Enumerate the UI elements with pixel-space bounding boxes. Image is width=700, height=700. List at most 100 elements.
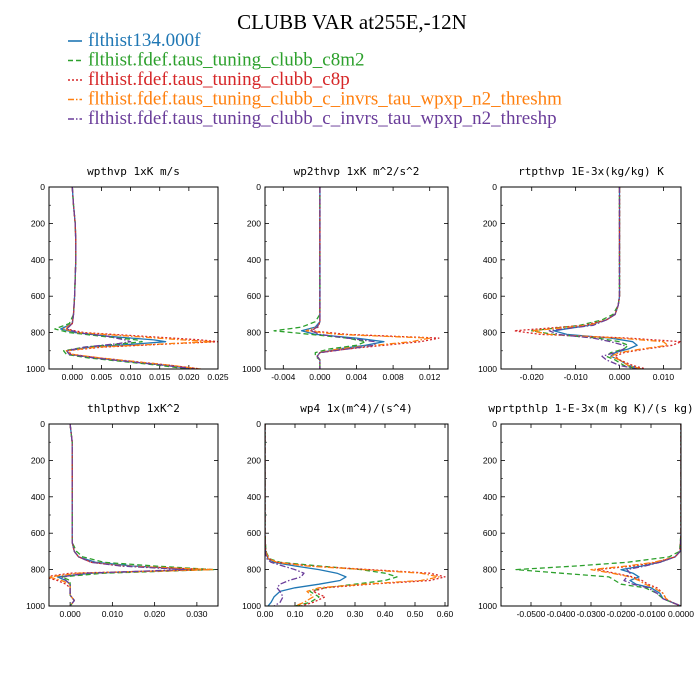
plot-frame (500, 423, 682, 607)
x-tick-label: 0.10 (287, 609, 304, 619)
panel-title: wpthvp 1xK m/s (87, 165, 180, 178)
chart-panel: wp2thvp 1xK m^2/s^2 0 200 400 600 800 1000 -0.0… (242, 165, 449, 382)
chart-panel: wprtpthlp 1-E-3x(m kg K)/(s kg) 0 200 400 60… (478, 402, 694, 619)
series-line (265, 424, 446, 606)
x-tick-label: 0.20 (317, 609, 334, 619)
legend-entry: flthist.fdef.taus_tuning_clubb_c8m2 (68, 50, 365, 71)
y-tick-label: 800 (247, 328, 261, 338)
y-tick-label: 1000 (478, 601, 497, 611)
series-group (513, 187, 681, 369)
y-tick-label: 800 (31, 328, 45, 338)
x-tick-label: -0.0500 (517, 609, 546, 619)
y-tick-label: 0 (492, 419, 497, 429)
legend-entry: flthist.fdef.taus_tuning_clubb_c8p (68, 69, 350, 90)
series-line (49, 424, 215, 606)
y-tick-label: 600 (31, 291, 45, 301)
plot-frame (500, 186, 682, 370)
legend-label: flthist.fdef.taus_tuning_clubb_c8p (88, 69, 350, 90)
series-line (61, 424, 215, 606)
y-tick-label: 200 (31, 455, 45, 465)
y-tick-label: 1000 (242, 364, 261, 374)
y-tick-label: 1000 (26, 364, 45, 374)
x-tick-label: 0.005 (91, 372, 113, 382)
series-line (265, 424, 305, 606)
series-line (513, 187, 681, 369)
y-tick-label: 400 (31, 255, 45, 265)
y-tick-label: 1000 (478, 364, 497, 374)
legend: flthist134.000fflthist.fdef.taus_tuning_… (68, 30, 562, 129)
series-line (305, 187, 431, 369)
series-line (553, 187, 642, 369)
y-tick-label: 800 (247, 565, 261, 575)
x-tick-label: 0.025 (207, 372, 229, 382)
y-tick-label: 1000 (26, 601, 45, 611)
x-tick-label: 0.010 (120, 372, 142, 382)
series-line (548, 187, 638, 369)
panel-title: thlpthvp 1xK^2 (87, 402, 180, 415)
series-line (515, 424, 681, 606)
legend-label: flthist134.000f (88, 30, 201, 51)
x-tick-label: 0.000 (62, 372, 84, 382)
x-tick-label: -0.0200 (607, 609, 636, 619)
legend-label: flthist.fdef.taus_tuning_clubb_c8m2 (88, 50, 365, 71)
legend-label: flthist.fdef.taus_tuning_clubb_c_invrs_t… (88, 89, 562, 110)
plot-frame (264, 186, 449, 370)
y-tick-label: 400 (31, 492, 45, 502)
figure-title: CLUBB VAR at255E,-12N (237, 10, 467, 34)
x-tick-label: 0.008 (382, 372, 404, 382)
x-tick-label: 0.40 (377, 609, 394, 619)
legend-entry: flthist.fdef.taus_tuning_clubb_c_invrs_t… (68, 108, 557, 129)
y-tick-label: 600 (247, 528, 261, 538)
x-tick-label: 0.010 (102, 609, 124, 619)
x-tick-label: -0.010 (564, 372, 588, 382)
panel-title: wp2thvp 1xK m^2/s^2 (294, 165, 420, 178)
y-tick-label: 0 (256, 419, 261, 429)
x-tick-label: 0.0000 (668, 609, 694, 619)
legend-label: flthist.fdef.taus_tuning_clubb_c_invrs_t… (88, 108, 557, 129)
x-tick-label: -0.0100 (637, 609, 666, 619)
y-tick-label: 400 (483, 492, 497, 502)
series-line (265, 424, 398, 606)
y-tick-label: 800 (483, 565, 497, 575)
x-tick-label: 0.30 (347, 609, 364, 619)
chart-panel: thlpthvp 1xK^2 0 200 400 600 800 1000 0.000 0.01… (26, 402, 219, 619)
y-tick-label: 600 (483, 528, 497, 538)
y-tick-label: 1000 (242, 601, 261, 611)
panel-title: rtpthvp 1E-3x(kg/kg) K (518, 165, 664, 178)
x-tick-label: 0.000 (309, 372, 331, 382)
x-tick-label: 0.004 (346, 372, 368, 382)
series-line (65, 187, 195, 369)
chart-panel: rtpthvp 1E-3x(kg/kg) K 0 200 400 600 800 1000 -… (478, 165, 682, 382)
series-line (590, 424, 681, 606)
y-tick-label: 0 (40, 182, 45, 192)
plot-frame (264, 423, 449, 607)
x-tick-label: 0.030 (186, 609, 208, 619)
series-line (61, 424, 185, 606)
series-group (49, 424, 215, 606)
x-tick-label: 0.000 (609, 372, 631, 382)
series-line (620, 424, 681, 606)
y-tick-label: 600 (483, 291, 497, 301)
legend-entry: flthist.fdef.taus_tuning_clubb_c_invrs_t… (68, 89, 562, 110)
chart-panels: wpthvp 1xK m/s 0 200 400 600 800 1000 0.000 0.00… (26, 165, 694, 619)
y-tick-label: 200 (247, 218, 261, 228)
plot-frame (48, 423, 219, 607)
y-tick-label: 200 (483, 218, 497, 228)
x-tick-label: -0.004 (271, 372, 295, 382)
series-line (531, 187, 638, 369)
x-tick-label: 0.020 (178, 372, 200, 382)
y-tick-label: 0 (256, 182, 261, 192)
series-line (310, 187, 376, 369)
series-line (265, 424, 347, 606)
x-tick-label: 0.010 (653, 372, 675, 382)
series-line (60, 187, 195, 369)
series-group (515, 424, 681, 606)
y-tick-label: 800 (31, 565, 45, 575)
series-line (49, 424, 211, 606)
series-group (54, 187, 218, 369)
y-tick-label: 400 (483, 255, 497, 265)
y-tick-label: 200 (247, 455, 261, 465)
y-tick-label: 400 (247, 492, 261, 502)
series-group (265, 424, 446, 606)
